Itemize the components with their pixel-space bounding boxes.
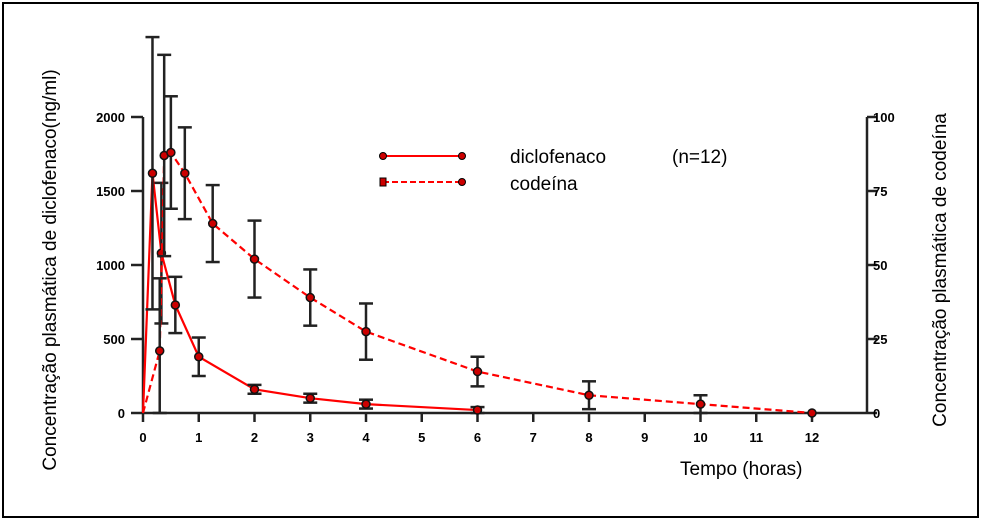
x-tick-label: 0 [139,430,146,445]
data-point-diclofenaco [361,399,371,409]
y-left-tick-label: 2000 [96,110,125,125]
y-right-tick-label: 50 [873,258,887,273]
legend-label-codeina: codeína [510,174,578,195]
y-right-tick-label: 25 [873,332,887,347]
legend: diclofenaco (n=12) codeína [379,147,727,195]
legend-note: (n=12) [672,147,727,168]
data-point-codeina [154,346,165,356]
y-left-tick-label: 1500 [96,184,125,199]
x-tick-label: 3 [307,430,314,445]
x-tick-label: 11 [749,430,763,445]
x-tick-label: 4 [362,430,370,445]
data-point-codeina [207,218,218,229]
data-point-diclofenaco [305,393,315,403]
data-point-codeina [472,366,483,377]
data-point-codeina [807,408,817,418]
x-tick-label: 7 [530,430,537,445]
y-left-tick-label: 500 [103,332,125,347]
data-point-diclofenaco [170,300,181,310]
legend-marker [458,152,466,160]
data-point-diclofenaco [194,352,204,362]
legend-marker [458,178,466,186]
y-right-tick-label: 75 [873,184,887,199]
x-tick-label: 2 [251,430,258,445]
y-right-tick-label: 100 [873,110,895,125]
y-axis-left-label: Concentração plasmática de diclofenaco(n… [40,69,61,470]
x-tick-label: 9 [641,430,648,445]
data-point-codeina [166,147,176,158]
data-point-codeina [180,168,190,178]
data-point-diclofenaco [472,405,483,415]
data-point-codeina [695,399,706,409]
legend-marker [379,152,387,160]
x-tick-label: 8 [585,430,592,445]
y-right-tick-label: 0 [873,406,880,421]
legend-marker [379,177,387,187]
x-tick-label: 6 [474,430,481,445]
x-tick-label: 1 [195,430,202,445]
data-point-diclofenaco [249,384,260,395]
data-point-codeina [361,326,371,337]
y-left-tick-label: 1000 [96,258,125,273]
legend-label-diclofenaco: diclofenaco [510,147,606,168]
x-axis-label: Tempo (horas) [680,459,803,480]
y-axis-right-label: Concentração plasmática de codeína [930,113,951,427]
data-point-codeina [584,390,594,400]
x-tick-label: 5 [418,430,425,445]
x-tick-label: 10 [693,430,707,445]
y-left-tick-label: 0 [118,406,125,421]
data-point-codeina [249,254,260,264]
data-point-diclofenaco [147,168,158,178]
x-tick-label: 12 [805,430,819,445]
data-point-codeina [305,292,315,303]
